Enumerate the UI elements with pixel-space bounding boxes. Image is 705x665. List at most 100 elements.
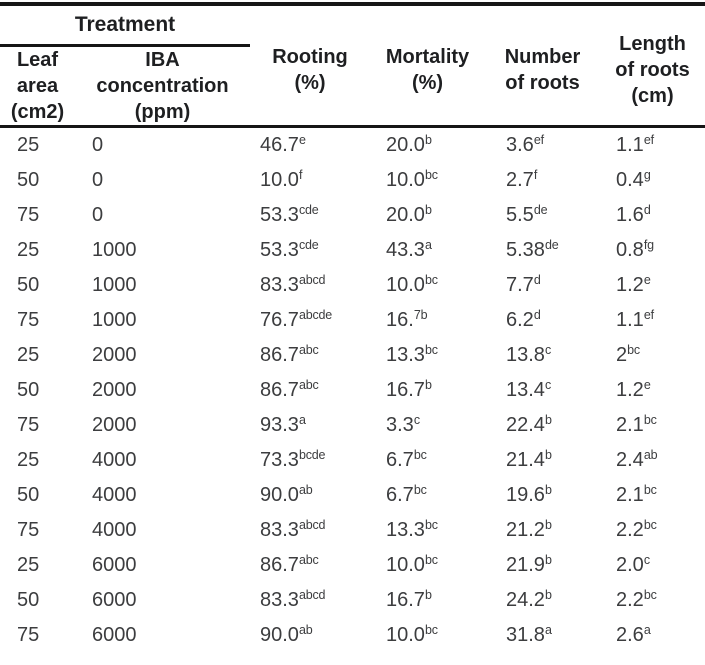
cell-length-of-roots: 0.8fg [600, 233, 705, 268]
cell-value: 13.3 [386, 344, 425, 366]
significance-letters: b [544, 588, 552, 602]
column-header-leaf-area: Leaf area (cm2) [0, 47, 75, 128]
cell-mortality: 10.0bc [370, 268, 485, 303]
significance-letters: cde [298, 238, 319, 252]
cell-rooting: 90.0ab [250, 478, 370, 513]
cell-number-of-roots: 2.7f [485, 163, 600, 198]
cell-rooting: 76.7abcde [250, 303, 370, 338]
cell-value: 86.7 [260, 379, 299, 401]
cell-iba-concentration: 6000 [75, 583, 250, 618]
group-header-row: Treatment Rooting (%) Mortality (%) Numb… [0, 6, 705, 128]
cell-length-of-roots: 2.0c [600, 548, 705, 583]
cell-value: 76.7 [260, 309, 299, 331]
cell-value: 46.7 [260, 134, 299, 156]
cell-rooting: 53.3cde [250, 198, 370, 233]
cell-value: 4000 [92, 519, 137, 541]
significance-letters: b [544, 448, 552, 462]
table-row: 75 6000 90.0ab 10.0bc 31.8a 2.6a [0, 618, 705, 653]
cell-value: 19.6 [506, 484, 545, 506]
cell-value: 1.2 [616, 274, 644, 296]
cell-value: 83.3 [260, 274, 299, 296]
cell-iba-concentration: 2000 [75, 373, 250, 408]
cell-value: 6.2 [506, 309, 534, 331]
cell-iba-concentration: 2000 [75, 338, 250, 373]
cell-value: 25 [17, 554, 40, 576]
cell-value: 7.7 [506, 274, 534, 296]
cell-mortality: 20.0b [370, 198, 485, 233]
cell-value: 90.0 [260, 624, 299, 646]
cell-mortality: 43.3a [370, 233, 485, 268]
cell-value: 4000 [92, 484, 137, 506]
cell-value: 1.6 [616, 204, 644, 226]
cell-leaf-area: 50 [0, 478, 75, 513]
table-row: 25 1000 53.3cde 43.3a 5.38de 0.8fg [0, 233, 705, 268]
cell-number-of-roots: 21.4b [485, 443, 600, 478]
cell-value: 2000 [92, 414, 137, 436]
cell-iba-concentration: 4000 [75, 443, 250, 478]
table-row: 50 4000 90.0ab 6.7bc 19.6b 2.1bc [0, 478, 705, 513]
cell-value: 25 [17, 134, 40, 156]
cell-number-of-roots: 24.2b [485, 583, 600, 618]
cell-leaf-area: 50 [0, 373, 75, 408]
significance-letters: a [298, 413, 306, 427]
cell-number-of-roots: 7.7d [485, 268, 600, 303]
cell-value: 2.1 [616, 414, 644, 436]
cell-length-of-roots: 2.1bc [600, 408, 705, 443]
cell-value: 2 [616, 344, 628, 366]
cell-rooting: 46.7e [250, 128, 370, 163]
cell-value: 16.7 [386, 589, 425, 611]
significance-letters: a [544, 623, 552, 637]
significance-letters: b [424, 133, 432, 147]
significance-letters: d [643, 203, 651, 217]
cell-iba-concentration: 0 [75, 128, 250, 163]
cell-value: 21.9 [506, 554, 545, 576]
significance-letters: c [544, 378, 551, 392]
cell-leaf-area: 25 [0, 233, 75, 268]
cell-length-of-roots: 0.4g [600, 163, 705, 198]
cell-length-of-roots: 2bc [600, 338, 705, 373]
treatment-results-table: Treatment Rooting (%) Mortality (%) Numb… [0, 2, 705, 653]
significance-letters: c [413, 413, 420, 427]
sub-header-row: Leaf area (cm2) IBA concentration (ppm) [0, 47, 705, 128]
cell-value: 2000 [92, 344, 137, 366]
cell-value: 86.7 [260, 554, 299, 576]
significance-letters: bc [424, 168, 438, 182]
significance-letters: de [533, 203, 548, 217]
cell-value: 2.1 [616, 484, 644, 506]
cell-rooting: 83.3abcd [250, 268, 370, 303]
significance-letters: bc [424, 273, 438, 287]
cell-value: 3.6 [506, 134, 534, 156]
significance-letters: bc [424, 518, 438, 532]
cell-value: 0 [92, 204, 104, 226]
column-header-number-of-roots: Number of roots [485, 6, 600, 128]
cell-length-of-roots: 1.1ef [600, 303, 705, 338]
cell-value: 1.1 [616, 134, 644, 156]
cell-value: 1000 [92, 239, 137, 261]
table-row: 75 2000 93.3a 3.3c 22.4b 2.1bc [0, 408, 705, 443]
cell-iba-concentration: 6000 [75, 548, 250, 583]
cell-value: 20.0 [386, 204, 425, 226]
cell-value: 0 [92, 134, 104, 156]
cell-value: 13.8 [506, 344, 545, 366]
cell-mortality: 6.7bc [370, 443, 485, 478]
column-header-length-of-roots: Length of roots (cm) [600, 6, 705, 128]
cell-value: 25 [17, 239, 40, 261]
cell-leaf-area: 25 [0, 128, 75, 163]
cell-rooting: 86.7abc [250, 338, 370, 373]
significance-letters: ab [298, 623, 313, 637]
cell-value: 6000 [92, 624, 137, 646]
table-row: 75 0 53.3cde 20.0b 5.5de 1.6d [0, 198, 705, 233]
significance-letters: ab [298, 483, 313, 497]
cell-mortality: 3.3c [370, 408, 485, 443]
cell-iba-concentration: 1000 [75, 233, 250, 268]
cell-number-of-roots: 31.8a [485, 618, 600, 653]
cell-number-of-roots: 5.38de [485, 233, 600, 268]
cell-value: 1.2 [616, 379, 644, 401]
cell-iba-concentration: 1000 [75, 303, 250, 338]
cell-number-of-roots: 21.9b [485, 548, 600, 583]
significance-letters: bcde [298, 448, 326, 462]
cell-mortality: 20.0b [370, 128, 485, 163]
cell-value: 1.1 [616, 309, 644, 331]
cell-value: 10.0 [386, 169, 425, 191]
